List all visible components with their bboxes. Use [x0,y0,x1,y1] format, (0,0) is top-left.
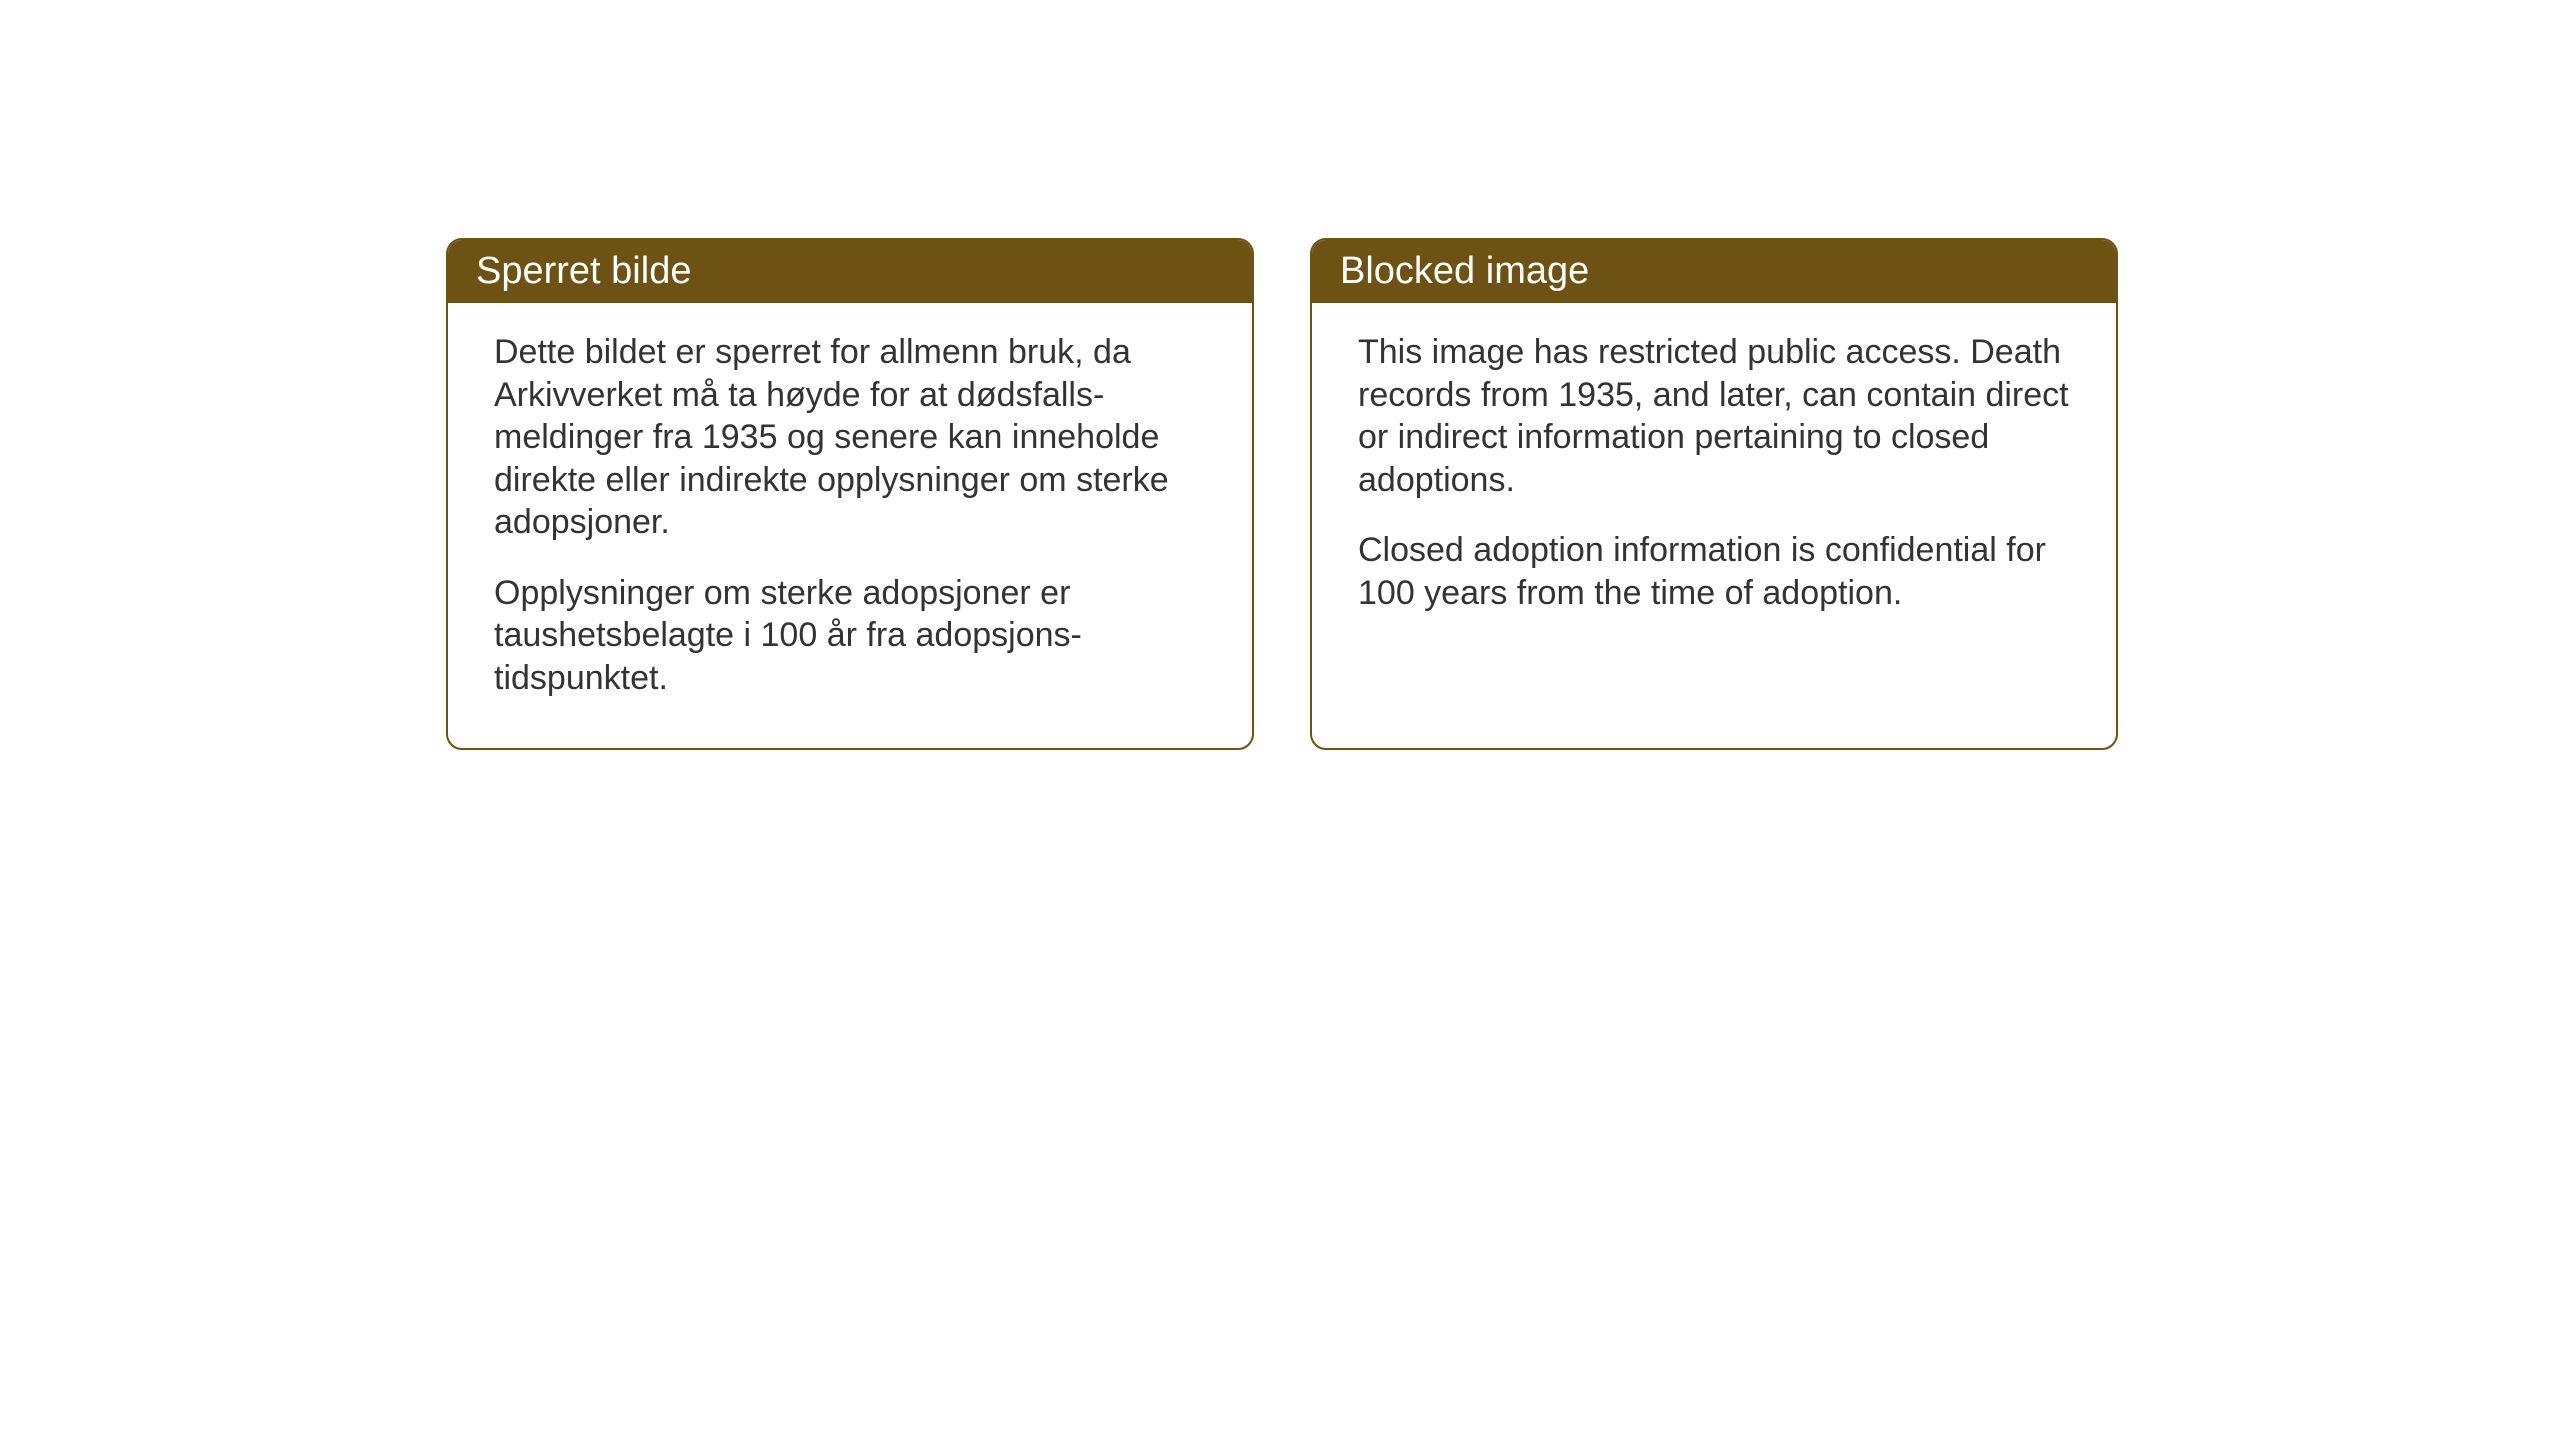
card-paragraph2-english: Closed adoption information is confident… [1358,529,2070,614]
card-header-english: Blocked image [1312,240,2116,303]
card-title-english: Blocked image [1340,250,1589,292]
card-header-norwegian: Sperret bilde [448,240,1252,303]
card-norwegian: Sperret bilde Dette bildet er sperret fo… [446,238,1254,750]
card-body-english: This image has restricted public access.… [1312,303,2116,650]
card-english: Blocked image This image has restricted … [1310,238,2118,750]
card-paragraph2-norwegian: Opplysninger om sterke adopsjoner er tau… [494,572,1206,700]
card-title-norwegian: Sperret bilde [476,250,691,292]
card-paragraph1-english: This image has restricted public access.… [1358,331,2070,501]
cards-container: Sperret bilde Dette bildet er sperret fo… [446,238,2118,750]
card-paragraph1-norwegian: Dette bildet er sperret for allmenn bruk… [494,331,1206,544]
card-body-norwegian: Dette bildet er sperret for allmenn bruk… [448,303,1252,735]
